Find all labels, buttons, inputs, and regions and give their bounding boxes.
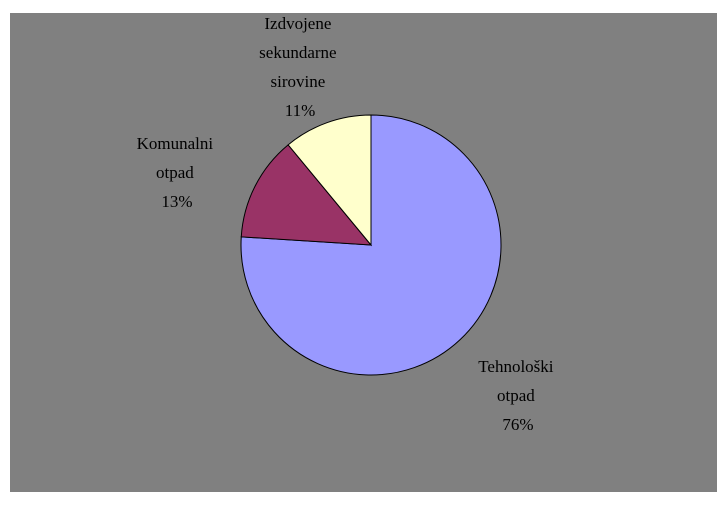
label-izdvojene: Izdvojene sekundarne sirovine 11%	[259, 14, 341, 120]
label-tehnoloski-line-3: 76%	[502, 415, 533, 434]
label-izdvojene-line-3: sirovine	[270, 72, 325, 91]
slice-tehnoloski-otpad	[240, 114, 502, 376]
label-komunalni-line-2: otpad	[156, 163, 194, 182]
slice-komunalni-otpad	[240, 144, 373, 246]
label-komunalni-line-3: 13%	[161, 192, 192, 211]
label-izdvojene-line-4: 11%	[285, 101, 316, 120]
label-komunalni-line-1: Komunalni	[137, 134, 214, 153]
label-tehnoloski-line-2: otpad	[497, 386, 535, 405]
label-izdvojene-line-1: Izdvojene	[264, 14, 331, 33]
label-tehnoloski: Tehnološki otpad 76%	[478, 357, 558, 434]
slice-izdvojene-sirovine	[287, 114, 372, 247]
label-komunalni: Komunalni otpad 13%	[137, 134, 218, 211]
slice-labels: Tehnološki otpad 76% Komunalni otpad 13%…	[137, 14, 558, 434]
pie-slices	[240, 114, 502, 376]
label-tehnoloski-line-1: Tehnološki	[478, 357, 554, 376]
label-izdvojene-line-2: sekundarne	[259, 43, 336, 62]
